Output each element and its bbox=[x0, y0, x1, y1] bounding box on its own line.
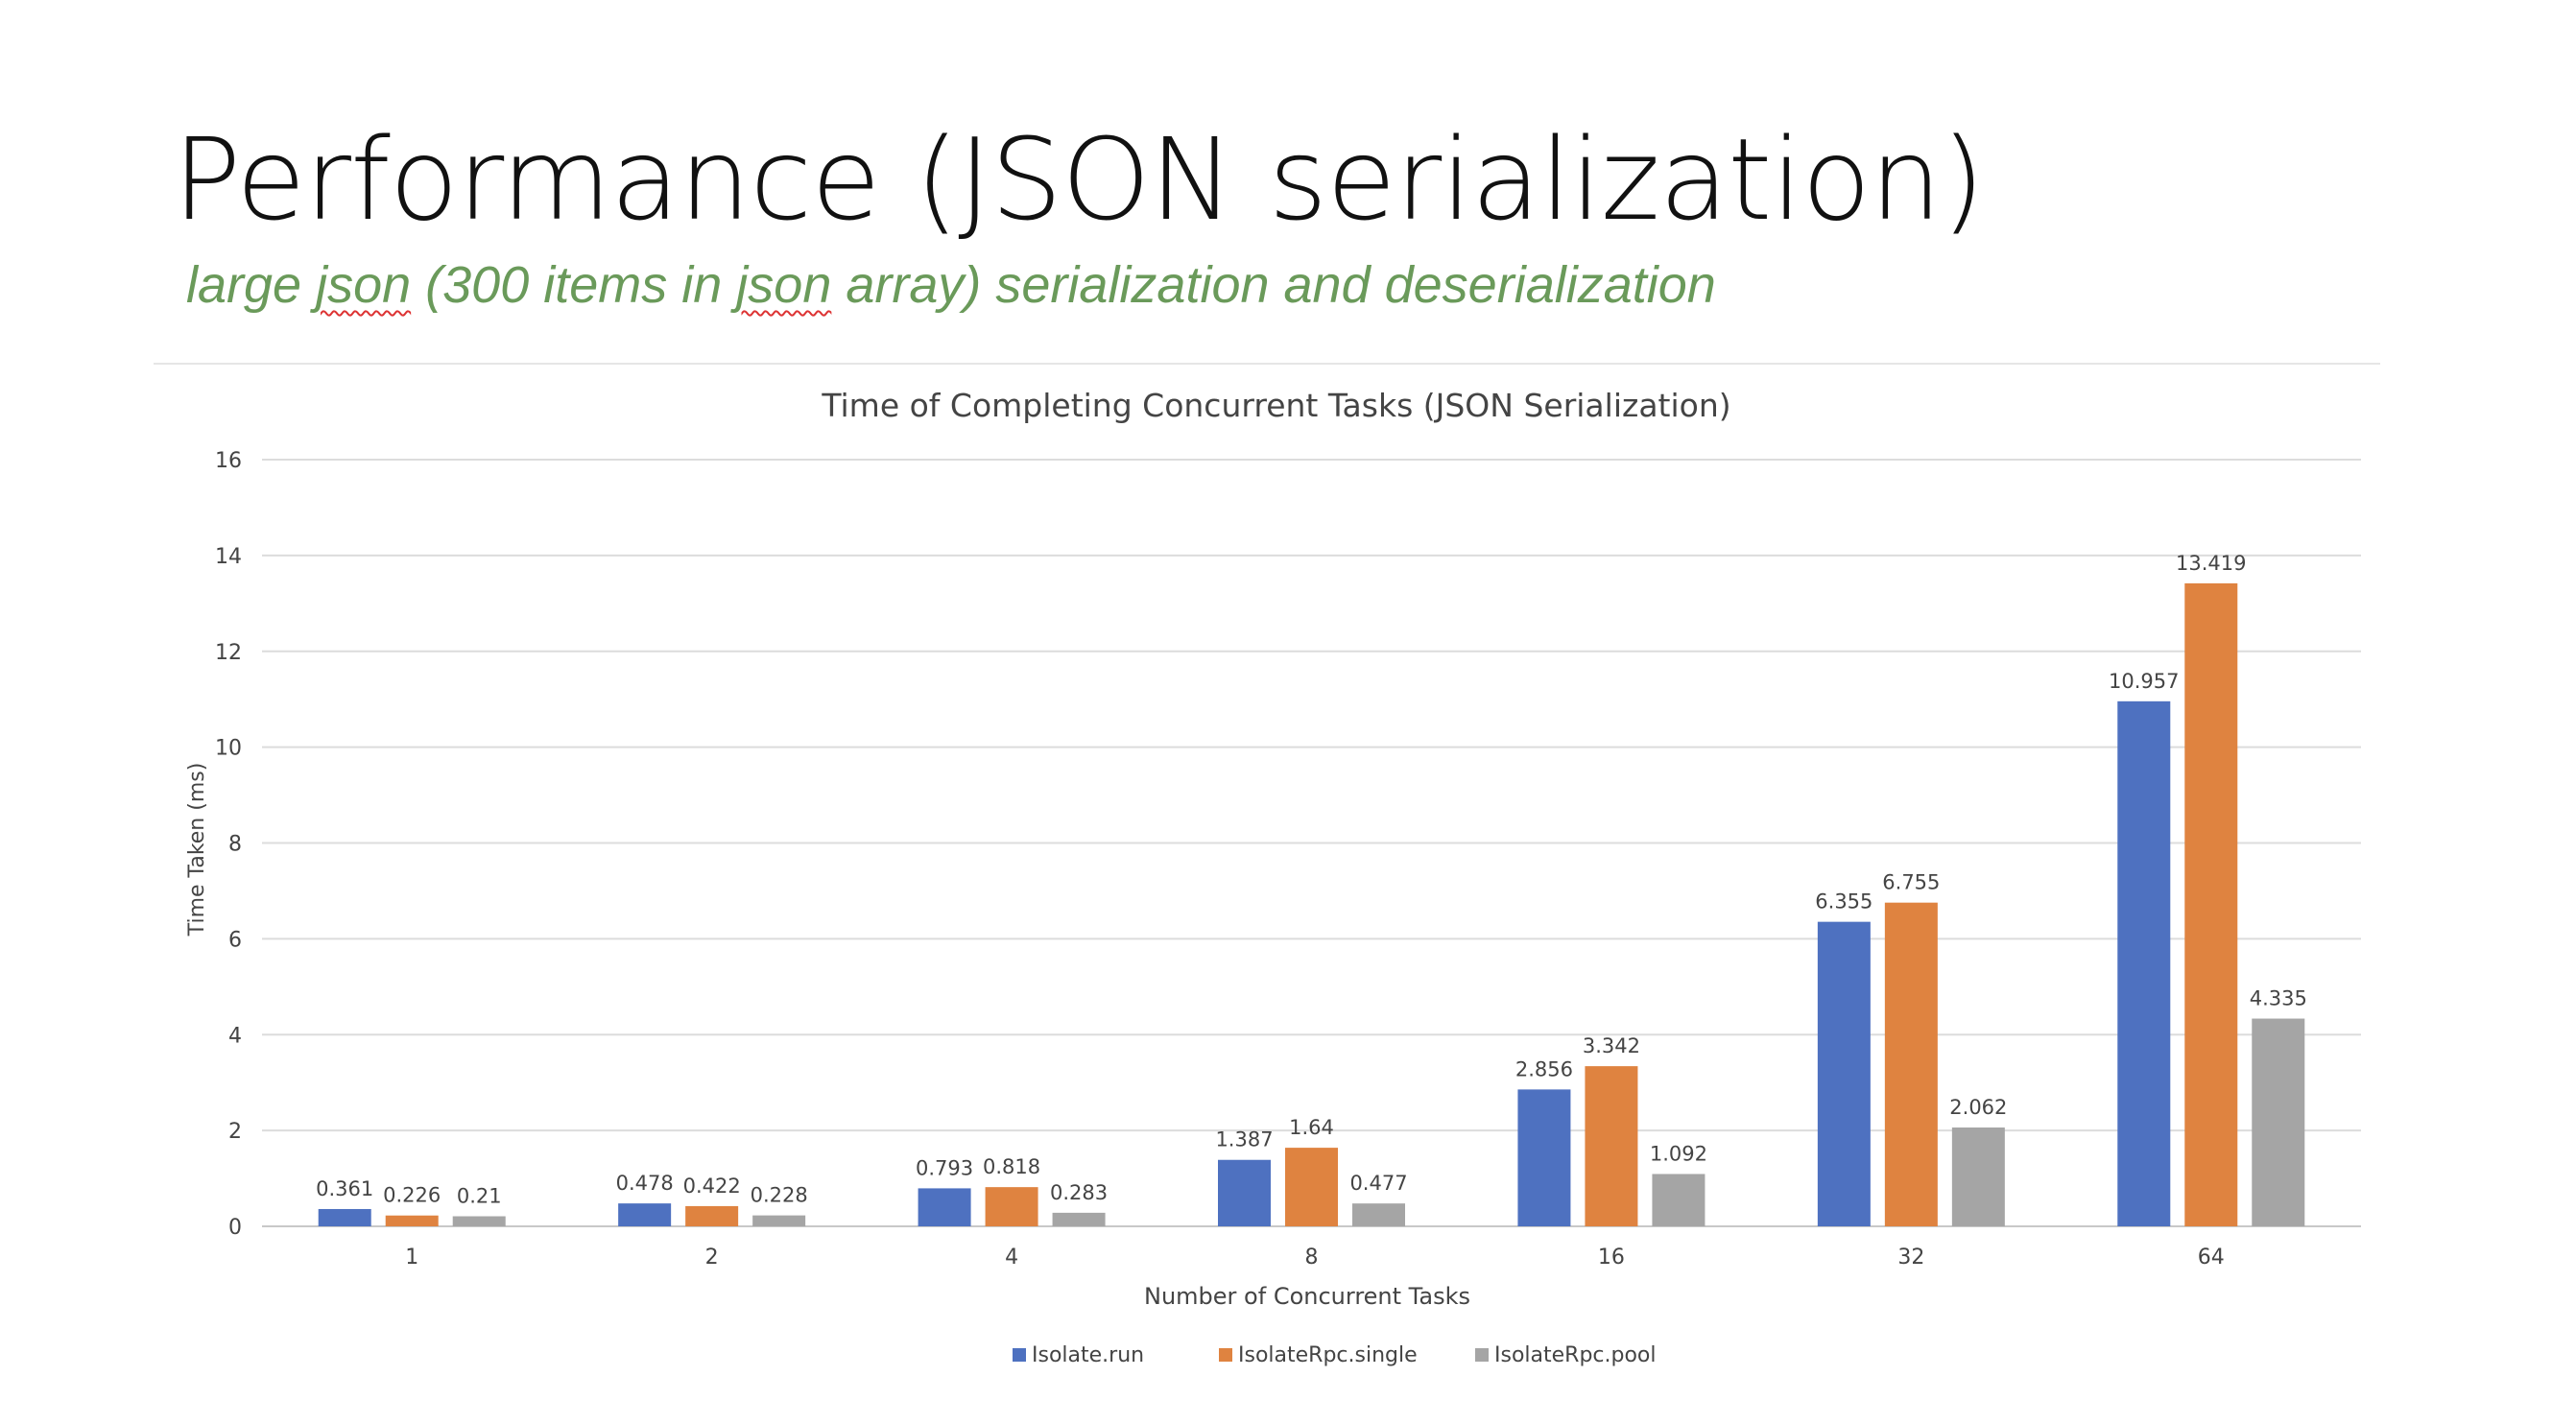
bar bbox=[385, 1215, 439, 1226]
legend-swatch bbox=[1013, 1348, 1026, 1362]
data-label: 0.422 bbox=[683, 1175, 741, 1198]
data-label: 0.228 bbox=[751, 1184, 808, 1207]
bars bbox=[318, 582, 2305, 1226]
y-tick-label: 2 bbox=[228, 1120, 242, 1144]
chart-title: Time of Completing Concurrent Tasks (JSO… bbox=[821, 387, 1730, 424]
data-label: 0.283 bbox=[1050, 1181, 1108, 1204]
data-label: 0.21 bbox=[457, 1185, 502, 1208]
x-tick-label: 64 bbox=[2198, 1246, 2225, 1270]
bar bbox=[2184, 582, 2238, 1226]
bar bbox=[1052, 1212, 1106, 1226]
y-axis-ticks: 0 2 4 6 8 10 12 14 16 bbox=[215, 449, 242, 1240]
bar bbox=[318, 1208, 371, 1226]
data-label: 0.793 bbox=[916, 1156, 973, 1179]
data-label: 1.092 bbox=[1650, 1142, 1707, 1165]
data-label: 1.387 bbox=[1215, 1128, 1273, 1151]
bar bbox=[1285, 1148, 1338, 1226]
data-label: 0.226 bbox=[383, 1184, 441, 1207]
slide-title: Performance (JSON serialization) bbox=[173, 113, 1985, 246]
x-tick-label: 16 bbox=[1598, 1246, 1625, 1270]
divider bbox=[154, 363, 2380, 365]
data-label: 6.755 bbox=[1882, 871, 1940, 894]
x-tick-label: 2 bbox=[705, 1246, 719, 1270]
bar bbox=[452, 1216, 506, 1226]
x-axis-label: Number of Concurrent Tasks bbox=[1144, 1283, 1470, 1310]
legend: Isolate.run IsolateRpc.single IsolateRpc.p… bbox=[1013, 1343, 1657, 1367]
legend-swatch bbox=[1219, 1348, 1232, 1362]
bar bbox=[1817, 921, 1871, 1226]
bar bbox=[618, 1203, 672, 1226]
data-label: 0.818 bbox=[983, 1155, 1040, 1178]
bar bbox=[2252, 1018, 2305, 1226]
legend-label: IsolateRpc.pool bbox=[1494, 1343, 1657, 1367]
bar bbox=[1884, 902, 1938, 1226]
data-label: 2.062 bbox=[1949, 1096, 2007, 1119]
bar bbox=[752, 1215, 806, 1226]
legend-swatch bbox=[1475, 1348, 1489, 1362]
y-tick-label: 4 bbox=[228, 1024, 242, 1048]
legend-label: Isolate.run bbox=[1032, 1343, 1144, 1367]
data-label: 13.419 bbox=[2176, 552, 2246, 575]
data-labels: 0.361 0.226 0.21 0.478 0.422 0.228 0.793 0.818 0… bbox=[316, 552, 2307, 1208]
y-tick-label: 6 bbox=[228, 928, 242, 952]
data-label: 10.957 bbox=[2109, 670, 2179, 693]
bar bbox=[1352, 1203, 1405, 1226]
data-label: 0.478 bbox=[616, 1172, 674, 1195]
subtitle-word-misspelled: json bbox=[736, 256, 832, 314]
y-tick-label: 10 bbox=[215, 737, 242, 761]
data-label: 2.856 bbox=[1515, 1057, 1573, 1080]
subtitle-word-misspelled: json bbox=[316, 256, 412, 314]
y-tick-label: 8 bbox=[228, 833, 242, 857]
subtitle-text: (300 items in bbox=[411, 256, 737, 314]
data-label: 6.355 bbox=[1815, 890, 1872, 914]
subtitle-text: array) serialization and deserialization bbox=[831, 256, 1716, 314]
data-label: 3.342 bbox=[1583, 1034, 1640, 1057]
bar bbox=[1517, 1089, 1571, 1226]
gridlines bbox=[262, 459, 2361, 1227]
slide-subtitle: large json (300 items in json array) ser… bbox=[186, 255, 1716, 315]
y-tick-label: 16 bbox=[215, 449, 242, 473]
legend-label: IsolateRpc.single bbox=[1238, 1343, 1418, 1367]
data-label: 1.64 bbox=[1289, 1116, 1334, 1139]
data-label: 0.477 bbox=[1349, 1172, 1407, 1195]
bar bbox=[1218, 1159, 1271, 1226]
bar bbox=[918, 1188, 971, 1226]
bar bbox=[985, 1187, 1038, 1226]
bar bbox=[1652, 1174, 1705, 1226]
y-tick-label: 12 bbox=[215, 641, 242, 665]
x-axis-ticks: 1 2 4 8 16 32 64 bbox=[405, 1246, 2225, 1270]
bar bbox=[1951, 1127, 2005, 1226]
data-label: 4.335 bbox=[2250, 987, 2307, 1010]
bar bbox=[685, 1205, 739, 1226]
bar bbox=[2117, 700, 2171, 1226]
y-axis-label: Time Taken (ms) bbox=[185, 763, 209, 937]
bar bbox=[1585, 1066, 1638, 1226]
x-tick-label: 8 bbox=[1305, 1246, 1319, 1270]
y-tick-label: 0 bbox=[228, 1216, 242, 1240]
x-tick-label: 32 bbox=[1897, 1246, 1924, 1270]
subtitle-text: large bbox=[186, 256, 317, 314]
y-tick-label: 14 bbox=[215, 545, 242, 569]
x-tick-label: 1 bbox=[405, 1246, 418, 1270]
x-tick-label: 4 bbox=[1005, 1246, 1018, 1270]
data-label: 0.361 bbox=[316, 1177, 373, 1200]
